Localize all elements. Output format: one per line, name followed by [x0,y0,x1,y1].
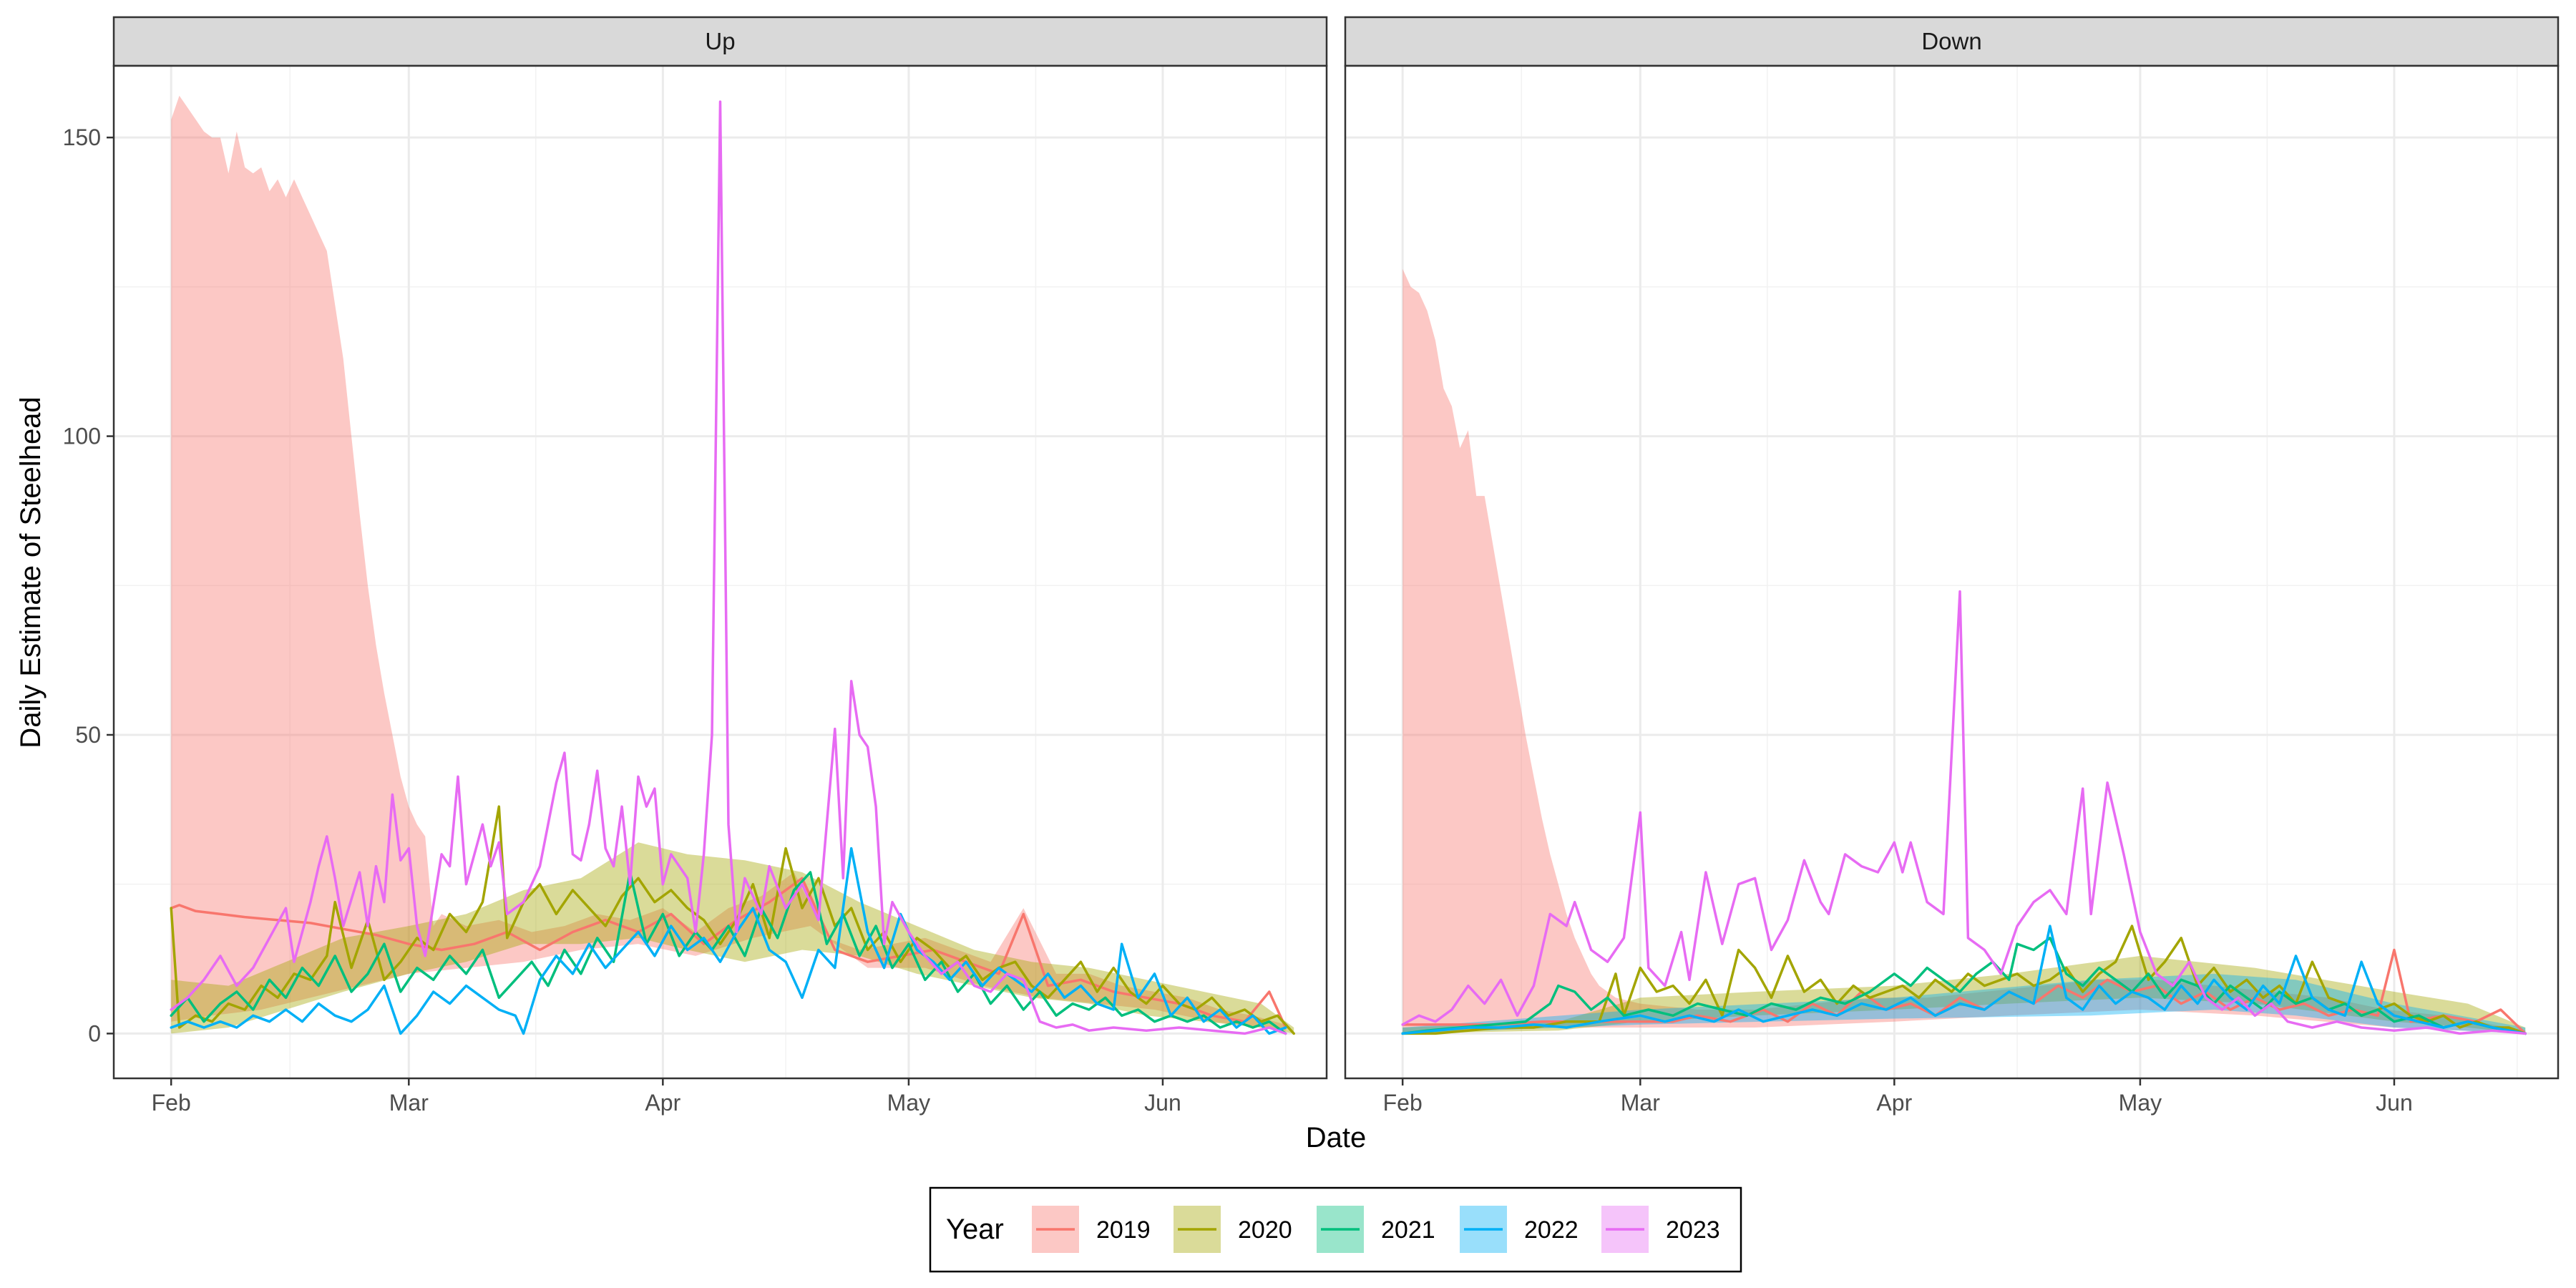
series-lines [170,100,1295,1035]
x-tick-label: Mar [1621,1090,1660,1116]
series-line-2023 [170,100,1287,1035]
panel-plot-area [114,66,1327,1078]
legend-item-2023: 2023 [1601,1206,1720,1253]
series-lines [1401,590,2527,1035]
y-tick-label: 100 [63,424,101,449]
series-line-2022 [170,847,1287,1035]
legend-label: 2022 [1524,1216,1579,1244]
panel-grid [1345,66,2558,1078]
legend-label: 2019 [1096,1216,1151,1244]
band-2019 [1402,268,2526,1034]
legend-item-2021: 2021 [1317,1206,1435,1253]
series-line-2019 [170,877,1287,1029]
x-tick-label: Jun [2376,1090,2413,1116]
x-axis: Feb Mar Apr May Jun [152,1078,1181,1116]
x-axis-title: Date [1306,1122,1367,1153]
band-2020 [1402,955,2526,1034]
legend: Year 2019 2020 2021 2022 2023 [929,1186,1742,1273]
y-tick-label: 0 [88,1020,101,1046]
panel-border [112,64,1328,1080]
legend-item-2022: 2022 [1460,1206,1579,1253]
legend-item-2020: 2020 [1174,1206,1292,1253]
x-tick-label: Feb [1383,1090,1423,1116]
band-2019 [171,95,1286,1031]
x-tick-label: May [887,1090,930,1116]
y-axis-title: Daily Estimate of Steelhead [15,396,47,748]
panel-strip-label: Down [1921,28,1981,54]
series-line-2020 [170,805,1295,1035]
x-tick-label: Mar [389,1090,429,1116]
panel-strip-label: Up [705,28,735,54]
y-axis: 0 50 100 150 [63,125,114,1046]
series-line-2023 [1401,590,2527,1035]
panel-strip [1344,16,2560,67]
legend-item-2019: 2019 [1032,1206,1151,1253]
y-tick-label: 150 [63,125,101,150]
legend-label: 2021 [1381,1216,1435,1244]
x-tick-label: May [2119,1090,2162,1116]
y-tick-label: 50 [75,722,101,748]
x-tick-label: Apr [645,1090,680,1116]
x-tick-label: Feb [152,1090,191,1116]
legend-title: Year [946,1214,1004,1245]
x-tick-label: Apr [1876,1090,1912,1116]
panel-strip [112,16,1328,67]
x-axis: Feb Mar Apr May Jun [1383,1078,2413,1116]
legend-label: 2023 [1666,1216,1720,1244]
series-line-2022 [1401,924,2527,1035]
panel-up: Up Feb Mar Apr May Jun [112,16,1328,1116]
panel-plot-area [1345,66,2558,1078]
series-line-2021 [170,871,1287,1035]
panel-border [1344,64,2560,1080]
legend-label: 2020 [1238,1216,1292,1244]
panel-down: Down Feb Mar Apr May Jun [1344,16,2560,1116]
legend-items: 2019 2020 2021 2022 2023 [1032,1206,1720,1253]
x-tick-label: Jun [1144,1090,1181,1116]
